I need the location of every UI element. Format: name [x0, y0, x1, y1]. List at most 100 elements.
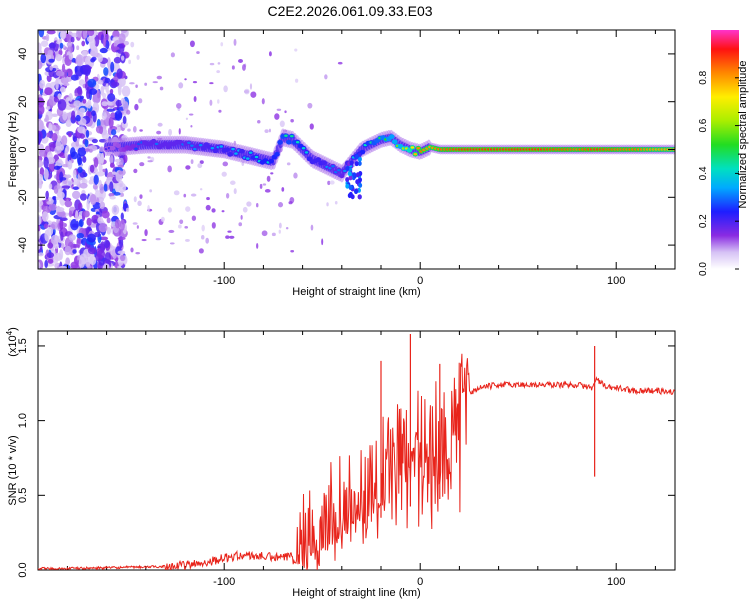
ridge-peak — [245, 157, 250, 160]
noise-speckle — [83, 64, 92, 75]
noise-speckle — [83, 248, 90, 259]
noise-speckle — [270, 172, 274, 175]
top-xtick-label: -100 — [213, 275, 235, 287]
noise-speckle — [211, 208, 216, 213]
noise-speckle — [190, 124, 193, 128]
noise-speckle — [88, 88, 98, 95]
noise-speckle — [185, 238, 190, 242]
bottom-plot-frame — [37, 330, 676, 571]
noise-speckle — [101, 210, 110, 219]
noise-speckle — [38, 214, 42, 226]
noise-speckle — [281, 187, 285, 192]
noise-speckle — [111, 81, 120, 87]
ridge-peak — [284, 134, 288, 137]
noise-speckle — [116, 43, 125, 54]
noise-speckle — [278, 222, 282, 229]
noise-speckle — [38, 60, 43, 70]
noise-speckle — [168, 229, 175, 233]
noise-speckle — [147, 156, 151, 159]
noise-speckle — [334, 201, 338, 205]
ridge-core — [109, 145, 116, 151]
noise-speckle — [99, 47, 108, 54]
ridge-smear — [357, 194, 362, 200]
noise-speckle — [60, 231, 64, 242]
ridge-peak — [331, 165, 335, 168]
noise-speckle — [106, 226, 112, 235]
ridge-core — [359, 149, 366, 155]
noise-speckle — [87, 233, 96, 243]
noise-speckle — [98, 222, 108, 233]
ridge-peak — [134, 147, 138, 150]
colorbar-tick-label: 0.4 — [698, 166, 709, 180]
noise-speckle — [38, 261, 41, 269]
ridge-smear — [354, 161, 359, 167]
noise-speckle — [61, 63, 66, 73]
noise-speckle — [104, 77, 111, 83]
noise-speckle — [189, 40, 195, 48]
bottom-ytick-label: 1.5 — [17, 338, 29, 353]
noise-speckle — [120, 212, 124, 221]
noise-speckle — [227, 230, 232, 233]
noise-speckle — [111, 204, 120, 216]
noise-speckle — [128, 82, 135, 85]
noise-speckle — [66, 198, 70, 208]
top-ytick-label: 0 — [17, 146, 29, 152]
noise-speckle — [48, 122, 53, 132]
colorbar-tick-label: 0.8 — [698, 70, 709, 84]
bottom-ytick-label: 0.5 — [17, 488, 29, 503]
noise-speckle — [55, 70, 65, 77]
scale-label-close: ) — [7, 327, 19, 331]
noise-speckle — [178, 82, 184, 89]
noise-speckle — [44, 259, 48, 269]
noise-speckle — [107, 93, 116, 102]
noise-speckle — [135, 251, 141, 255]
noise-speckle — [285, 227, 289, 230]
noise-speckle — [83, 210, 90, 218]
noise-speckle — [242, 206, 248, 213]
noise-speckle — [133, 168, 138, 174]
noise-speckle — [86, 86, 90, 94]
noise-speckle — [73, 100, 81, 108]
noise-speckle — [128, 59, 132, 65]
noise-speckle — [45, 114, 49, 123]
noise-speckle — [87, 99, 92, 109]
noise-speckle — [77, 202, 83, 212]
noise-speckle — [68, 52, 74, 61]
noise-speckle — [242, 64, 246, 71]
noise-speckle — [327, 180, 331, 186]
noise-speckle — [196, 51, 200, 54]
noise-speckle — [191, 215, 197, 221]
noise-speckle — [78, 256, 86, 268]
noise-speckle — [55, 196, 60, 201]
ridge-smear — [345, 165, 350, 171]
noise-speckle — [178, 128, 181, 135]
noise-speckle — [40, 53, 47, 64]
noise-speckle — [82, 98, 87, 104]
ridge-smear — [355, 172, 360, 178]
noise-speckle — [103, 239, 110, 249]
noise-speckle — [101, 101, 109, 107]
top-ytick-label: 40 — [17, 48, 29, 60]
noise-speckle — [276, 108, 282, 111]
noise-speckle — [38, 159, 44, 168]
noise-speckle — [89, 255, 97, 266]
noise-speckle — [261, 230, 268, 237]
noise-speckle — [51, 67, 57, 72]
noise-speckle — [79, 144, 83, 148]
ridge-peak — [290, 134, 294, 138]
noise-speckle — [59, 218, 64, 230]
noise-speckle — [59, 217, 68, 222]
noise-speckle — [290, 118, 294, 123]
noise-speckle — [68, 234, 76, 241]
noise-speckle — [76, 45, 80, 51]
noise-speckle — [82, 155, 87, 163]
noise-speckle — [130, 41, 135, 48]
ridge-core — [315, 157, 322, 163]
noise-speckle — [64, 245, 72, 256]
ridge-core — [286, 139, 292, 145]
noise-speckle — [51, 113, 59, 118]
noise-speckle — [190, 159, 194, 164]
noise-speckle — [65, 119, 72, 127]
noise-speckle — [144, 82, 148, 86]
noise-speckle — [81, 50, 88, 57]
